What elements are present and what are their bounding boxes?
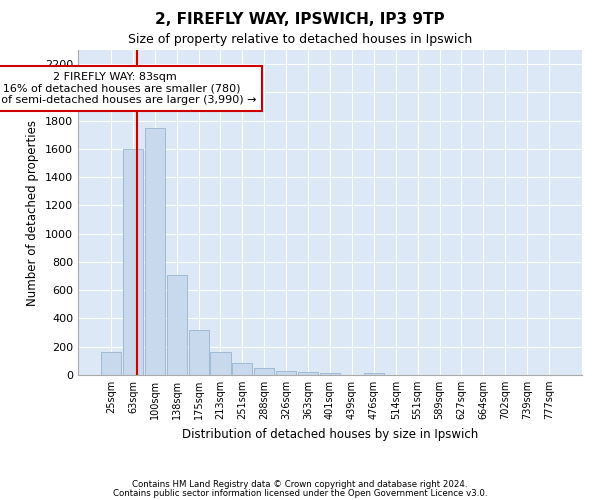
Bar [254,368,274,375]
Bar [188,330,209,375]
Bar [232,363,253,375]
Text: Contains public sector information licensed under the Open Government Licence v3: Contains public sector information licen… [113,490,487,498]
Bar [167,276,187,375]
Text: 2 FIREFLY WAY: 83sqm
← 16% of detached houses are smaller (780)
83% of semi-deta: 2 FIREFLY WAY: 83sqm ← 16% of detached h… [0,72,257,105]
Y-axis label: Number of detached properties: Number of detached properties [26,120,40,306]
Bar [211,352,230,375]
Bar [276,371,296,375]
Bar [364,373,384,375]
Text: 2, FIREFLY WAY, IPSWICH, IP3 9TP: 2, FIREFLY WAY, IPSWICH, IP3 9TP [155,12,445,28]
Bar [145,128,165,375]
Text: Size of property relative to detached houses in Ipswich: Size of property relative to detached ho… [128,32,472,46]
X-axis label: Distribution of detached houses by size in Ipswich: Distribution of detached houses by size … [182,428,478,440]
Bar [123,149,143,375]
Bar [320,373,340,375]
Text: Contains HM Land Registry data © Crown copyright and database right 2024.: Contains HM Land Registry data © Crown c… [132,480,468,489]
Bar [298,372,318,375]
Bar [101,352,121,375]
